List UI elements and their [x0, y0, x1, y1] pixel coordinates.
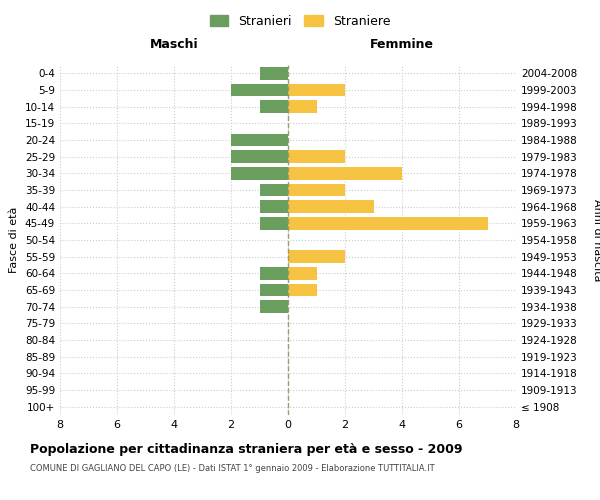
Bar — [288, 217, 487, 230]
Y-axis label: Anni di nascita: Anni di nascita — [592, 198, 600, 281]
Bar — [231, 84, 288, 96]
Text: Popolazione per cittadinanza straniera per età e sesso - 2009: Popolazione per cittadinanza straniera p… — [30, 442, 463, 456]
Bar — [288, 284, 317, 296]
Bar — [260, 67, 288, 80]
Bar — [288, 100, 317, 113]
Bar — [288, 167, 402, 179]
Y-axis label: Fasce di età: Fasce di età — [10, 207, 19, 273]
Bar — [260, 184, 288, 196]
Bar — [288, 250, 345, 263]
Bar — [260, 300, 288, 313]
Bar — [288, 150, 345, 163]
Text: COMUNE DI GAGLIANO DEL CAPO (LE) - Dati ISTAT 1° gennaio 2009 - Elaborazione TUT: COMUNE DI GAGLIANO DEL CAPO (LE) - Dati … — [30, 464, 434, 473]
Bar — [288, 200, 373, 213]
Bar — [260, 284, 288, 296]
Bar — [288, 84, 345, 96]
Bar — [231, 150, 288, 163]
Bar — [260, 267, 288, 280]
Bar — [231, 134, 288, 146]
Bar — [260, 217, 288, 230]
Bar — [260, 100, 288, 113]
Bar — [288, 184, 345, 196]
Bar — [231, 167, 288, 179]
Legend: Stranieri, Straniere: Stranieri, Straniere — [206, 11, 394, 32]
Text: Femmine: Femmine — [370, 38, 434, 51]
Bar — [288, 267, 317, 280]
Text: Maschi: Maschi — [149, 38, 199, 51]
Bar — [260, 200, 288, 213]
